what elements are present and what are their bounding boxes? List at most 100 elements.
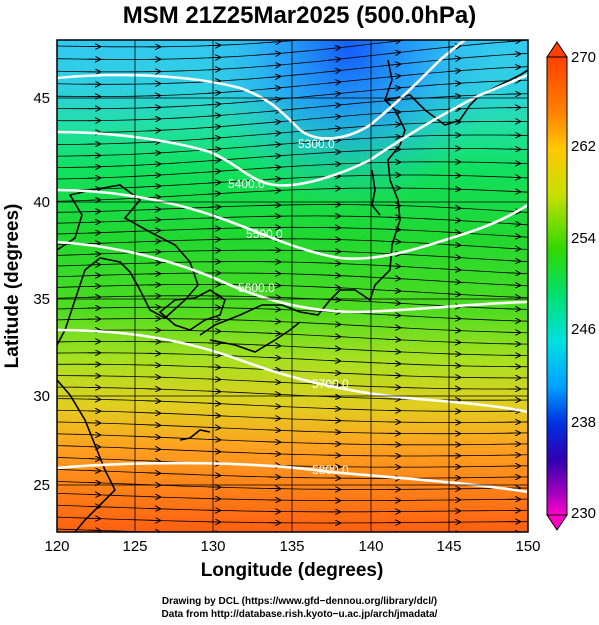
x-tick-label: 145 <box>436 538 461 555</box>
streamline-arrow <box>267 406 280 407</box>
streamline-arrow <box>507 285 520 286</box>
height-contours <box>57 40 528 494</box>
streamline-arrow <box>207 160 220 161</box>
streamline-arrow <box>507 261 520 262</box>
streamline-arrow <box>267 418 280 419</box>
streamline-arrow <box>447 220 460 221</box>
colorbar-tick-label: 254 <box>571 230 596 247</box>
streamline-arrow <box>207 93 220 94</box>
streamline-arrow <box>507 191 520 192</box>
streamline-arrow <box>267 167 280 168</box>
y-tick-label: 45 <box>33 90 50 107</box>
streamline-arrow <box>327 70 340 71</box>
streamline-arrow <box>207 194 220 195</box>
streamline-arrow <box>387 351 400 352</box>
colorbar-scale <box>546 56 568 516</box>
streamline-arrow <box>147 130 160 131</box>
streamline-arrow <box>447 96 460 97</box>
streamline-arrow <box>327 82 340 83</box>
colorbar-tick-label: 238 <box>571 414 596 431</box>
streamline-arrow <box>507 236 520 237</box>
streamline-arrow <box>447 282 460 283</box>
x-tick-label: 120 <box>44 538 69 555</box>
streamline-arrow <box>387 241 400 242</box>
streamline-arrow <box>267 333 280 334</box>
colorbar-tick-label: 262 <box>571 138 596 155</box>
streamline-arrow <box>448 22 460 23</box>
streamline-arrow <box>507 248 520 249</box>
streamline-arrow <box>267 76 280 77</box>
colorbar-bottom-arrow <box>546 514 568 531</box>
streamline-arrow <box>207 403 220 404</box>
streamline-arrow <box>327 287 340 288</box>
streamline-arrow <box>267 99 280 100</box>
streamline-arrow <box>147 164 160 165</box>
streamline-arrow <box>327 93 340 94</box>
streamline-arrow <box>207 138 220 139</box>
streamline-arrow <box>447 245 460 246</box>
streamline-arrow <box>387 52 400 53</box>
streamline-arrow <box>387 363 400 364</box>
streamline-arrow <box>327 116 340 117</box>
streamline-arrow <box>207 379 220 380</box>
streamline-arrow <box>387 112 400 113</box>
streamline-arrow <box>267 179 280 180</box>
streamline-arrow <box>327 373 340 374</box>
streamline-arrow <box>207 391 220 392</box>
streamline-arrow <box>327 152 340 153</box>
contour-label: 5700.0 <box>312 377 349 391</box>
streamline-arrow <box>387 64 400 65</box>
contour-label: 5400.0 <box>228 177 265 191</box>
streamline-arrow <box>387 327 400 328</box>
streamline-arrow <box>447 232 460 233</box>
streamline-arrow <box>448 34 460 35</box>
streamline-arrow <box>447 330 460 331</box>
colorbar-tick-label: 270 <box>571 49 596 66</box>
streamline-arrow <box>207 69 220 70</box>
streamline-arrow <box>267 53 280 54</box>
streamline-arrow <box>387 290 400 291</box>
streamline-arrow <box>387 137 400 138</box>
streamline-arrow <box>207 127 220 128</box>
streamline-arrow <box>207 415 220 416</box>
streamline-arrow <box>387 124 400 125</box>
streamline-arrow <box>507 41 520 42</box>
streamline-arrow <box>447 208 460 209</box>
streamline-arrow <box>447 269 460 270</box>
streamline-arrow <box>447 58 460 59</box>
streamline-arrow <box>327 105 340 106</box>
streamline-arrow <box>267 190 280 191</box>
streamline-arrow <box>267 357 280 358</box>
streamline-arrow <box>327 360 340 361</box>
streamline-arrow <box>327 324 340 325</box>
grid-lines <box>57 40 528 532</box>
contour-label: 5300.0 <box>298 137 335 151</box>
streamline-arrow <box>447 318 460 319</box>
streamline-arrow <box>327 348 340 349</box>
x-tick-label: 140 <box>358 538 383 555</box>
y-tick-label: 25 <box>33 477 50 494</box>
plot-frame <box>56 39 529 533</box>
streamline-arrow <box>267 345 280 346</box>
x-tick-label: 150 <box>515 538 540 555</box>
y-axis-label: Latitude (degrees) <box>2 204 23 369</box>
contour-label: 5800.0 <box>312 463 349 477</box>
streamline-arrow <box>147 175 160 176</box>
x-axis-label: Longitude (degrees) <box>201 560 384 581</box>
streamline-arrow <box>387 303 400 304</box>
x-tick-label: 130 <box>200 538 225 555</box>
credit-drawing: Drawing by DCL (https://www.gfd−dennou.o… <box>161 596 438 607</box>
streamline-arrow <box>267 394 280 395</box>
streamline-arrow <box>327 164 340 165</box>
streamline-arrow <box>267 133 280 134</box>
contour-labels: 5800.0 5700.0 5600.0 5500.0 5400.0 5300.… <box>228 137 349 477</box>
streamline-arrow <box>267 88 280 89</box>
streamline-arrow <box>508 15 520 16</box>
streamline-arrow <box>207 171 220 172</box>
streamline-arrow <box>327 128 340 129</box>
streamline-arrow <box>147 186 160 187</box>
streamline-arrow <box>147 197 160 198</box>
streamline-arrow <box>328 36 340 37</box>
streamline-arrow <box>207 149 220 150</box>
streamline-arrow <box>507 273 520 274</box>
